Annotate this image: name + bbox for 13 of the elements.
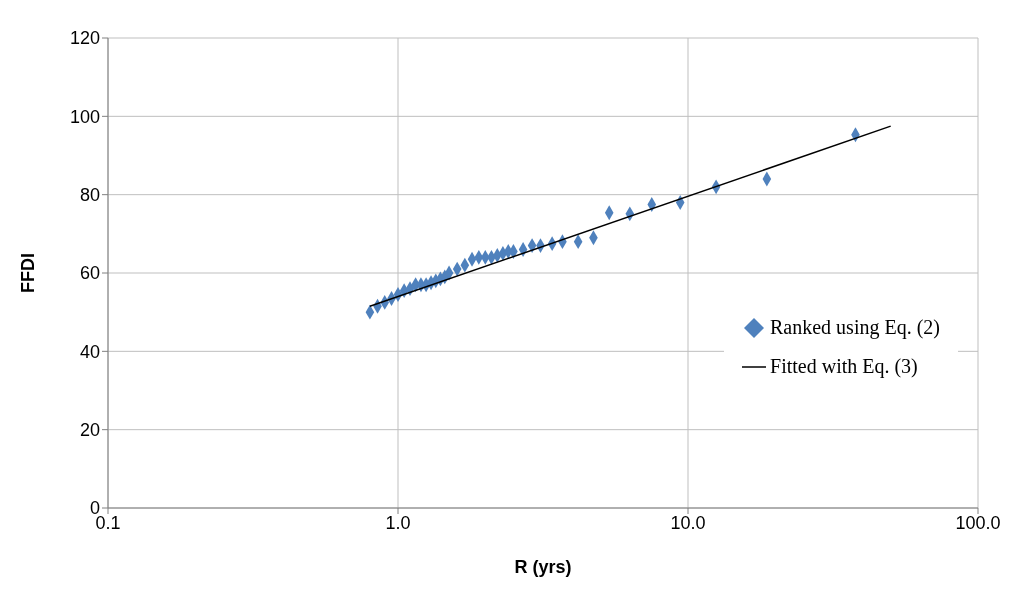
x-tick-label: 10.0 — [670, 512, 706, 533]
y-tick-label: 120 — [69, 28, 100, 49]
legend-label: Fitted with Eq. (3) — [770, 355, 918, 378]
x-axis-title: R (yrs) — [514, 557, 572, 577]
y-tick-label: 60 — [79, 263, 100, 284]
y-tick-label: 80 — [79, 185, 100, 206]
y-axis-title: FFDI — [18, 253, 39, 293]
y-tick-label: 20 — [79, 420, 100, 441]
y-tick-label: 40 — [79, 341, 100, 362]
x-tick-label: 100.0 — [955, 512, 1001, 533]
legend-label: Ranked using Eq. (2) — [770, 316, 940, 339]
x-tick-label: 1.0 — [385, 512, 411, 533]
y-tick-label: 100 — [69, 106, 100, 127]
